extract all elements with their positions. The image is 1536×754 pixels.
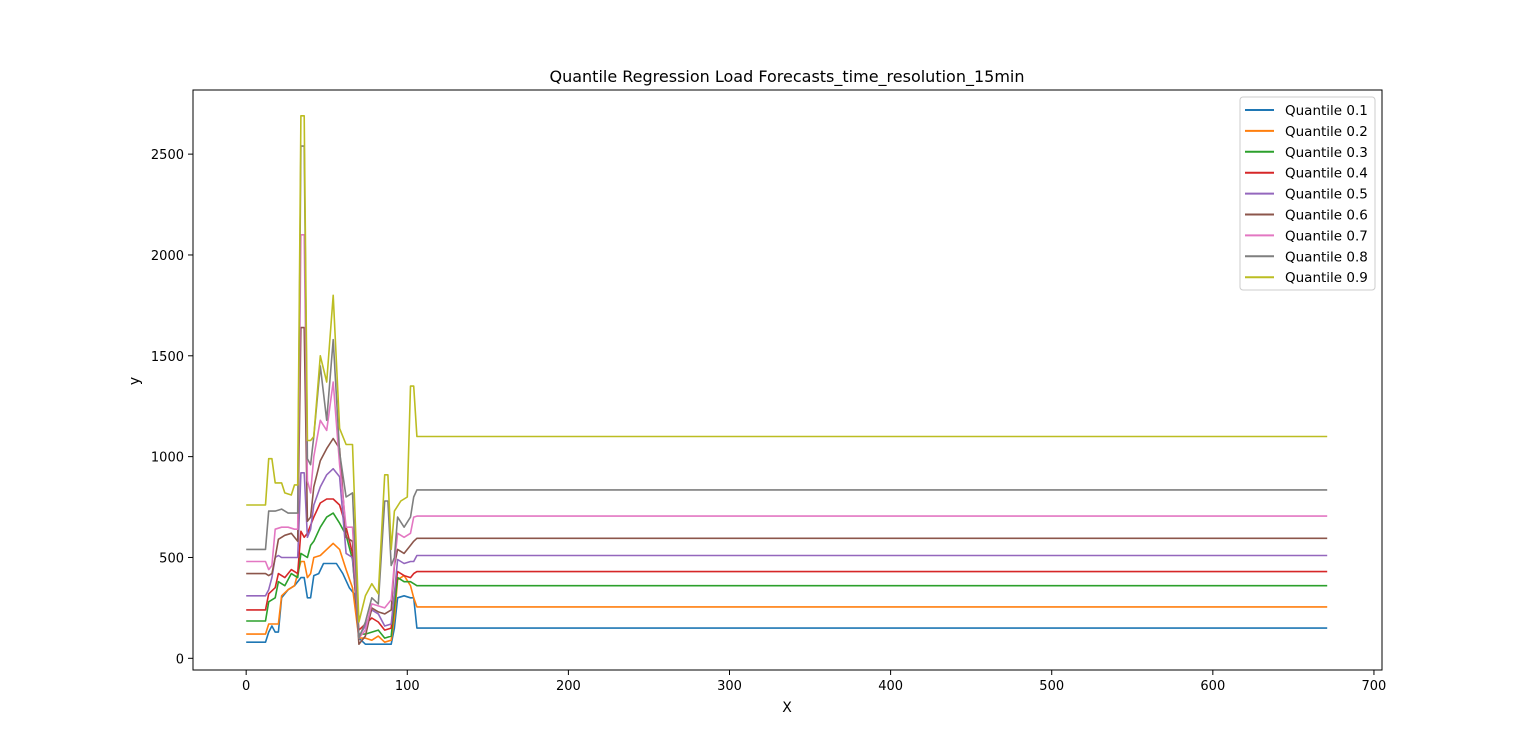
x-tick-label: 100 (395, 679, 420, 694)
y-tick-label: 2000 (151, 249, 184, 264)
plot-frame (192, 89, 1383, 671)
series-line-quantile-7 (246, 234, 1328, 639)
legend-label: Quantile 0.6 (1285, 208, 1368, 224)
x-tick-label: 200 (556, 679, 581, 694)
y-axis-label: y (127, 377, 143, 385)
x-tick-label: 0 (242, 679, 250, 694)
x-tick-label: 700 (1362, 679, 1387, 694)
legend-label: Quantile 0.3 (1285, 145, 1368, 161)
legend-label: Quantile 0.1 (1285, 103, 1368, 119)
y-tick-label: 500 (159, 551, 184, 566)
legend-label: Quantile 0.9 (1285, 270, 1368, 286)
series-layer (246, 115, 1328, 645)
legend-label: Quantile 0.4 (1285, 166, 1368, 182)
plot-area: 0 100 200 300 400 500 600 700 0 500 1000 1500 2000 2… (151, 89, 1386, 694)
legend: Quantile 0.1 Quantile 0.2 Quantile 0.3 Quan… (1239, 96, 1376, 291)
legend-label: Quantile 0.2 (1285, 124, 1368, 140)
x-tick-label: 600 (1200, 679, 1225, 694)
x-tick-label: 500 (1039, 679, 1064, 694)
series-line-quantile-3 (246, 512, 1328, 639)
y-tick-label: 2500 (151, 148, 184, 163)
y-tick-label: 1000 (151, 451, 184, 466)
legend-label: Quantile 0.5 (1285, 187, 1368, 203)
series-line-quantile-2 (246, 542, 1328, 643)
y-tick-label: 0 (176, 652, 184, 667)
series-line-quantile-9 (246, 115, 1328, 623)
x-axis: 0 100 200 300 400 500 600 700 (242, 670, 1386, 694)
x-axis-label: X (782, 700, 792, 716)
series-line-quantile-8 (246, 145, 1328, 639)
x-tick-label: 400 (878, 679, 903, 694)
series-line-quantile-4 (246, 498, 1328, 631)
legend-box (1239, 96, 1376, 291)
series-line-quantile-6 (246, 326, 1328, 645)
chart-title: Quantile Regression Load Forecasts_time_… (550, 67, 1025, 87)
x-tick-label: 300 (717, 679, 742, 694)
legend-label: Quantile 0.7 (1285, 228, 1368, 244)
y-tick-label: 1500 (151, 350, 184, 365)
series-line-quantile-5 (246, 467, 1328, 637)
y-axis: 0 500 1000 1500 2000 2500 (151, 148, 193, 667)
legend-label: Quantile 0.8 (1285, 249, 1368, 265)
